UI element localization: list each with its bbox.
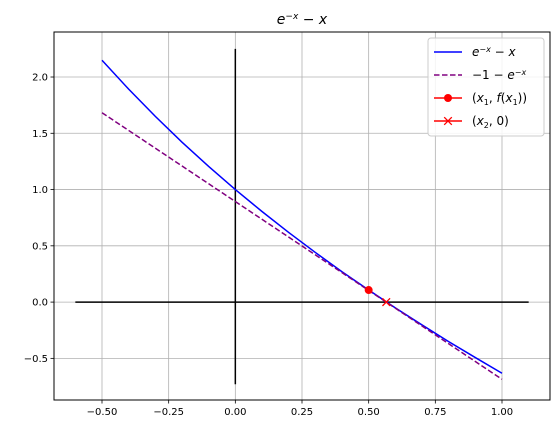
axis-ticks: −0.50 −0.25 0.00 0.25 0.50 0.75 1.00 −0.5 0.0 0.5… xyxy=(24,73,513,418)
series-line-1 xyxy=(101,112,503,380)
y-tick-label: −0.5 xyxy=(24,354,48,365)
point-marker-2 xyxy=(364,286,373,295)
x-tick-label: 0.25 xyxy=(291,407,313,418)
y-tick-label: 1.5 xyxy=(32,129,48,140)
y-tick-label: 1.0 xyxy=(32,185,48,196)
legend-label-2: (x1, f(x1)) xyxy=(472,91,527,107)
x-tick-label: 0.00 xyxy=(224,407,246,418)
legend-label-0: e−x − x xyxy=(472,45,517,59)
y-tick-label: 0.5 xyxy=(32,241,48,252)
x-tick-label: 0.50 xyxy=(358,407,380,418)
legend-handle-marker xyxy=(443,116,453,126)
legend-entry-2 xyxy=(434,94,462,102)
legend-handle-marker xyxy=(444,94,452,102)
legend-label-3: (x2, 0) xyxy=(472,114,509,130)
y-tick-label: 2.0 xyxy=(32,73,48,84)
series-line-0 xyxy=(101,59,503,374)
chart-title: e−x − x xyxy=(277,12,328,28)
y-tick-label: 0.0 xyxy=(32,298,48,309)
legend-label-1: −1 − e−x xyxy=(472,68,526,82)
x-marker-3 xyxy=(382,297,391,307)
legend-entry-3 xyxy=(434,116,462,126)
x-marker-stroke xyxy=(382,297,391,307)
legend-box xyxy=(427,37,545,137)
reference-lines xyxy=(75,48,529,385)
series-layer xyxy=(101,59,503,380)
x-tick-label: 0.75 xyxy=(424,407,446,418)
x-tick-label: 1.00 xyxy=(491,407,513,418)
x-tick-label: −0.50 xyxy=(87,407,118,418)
legend: e−x − x −1 − e−x (x1, f(x1)) (x2, 0) xyxy=(427,37,545,137)
x-tick-label: −0.25 xyxy=(153,407,184,418)
